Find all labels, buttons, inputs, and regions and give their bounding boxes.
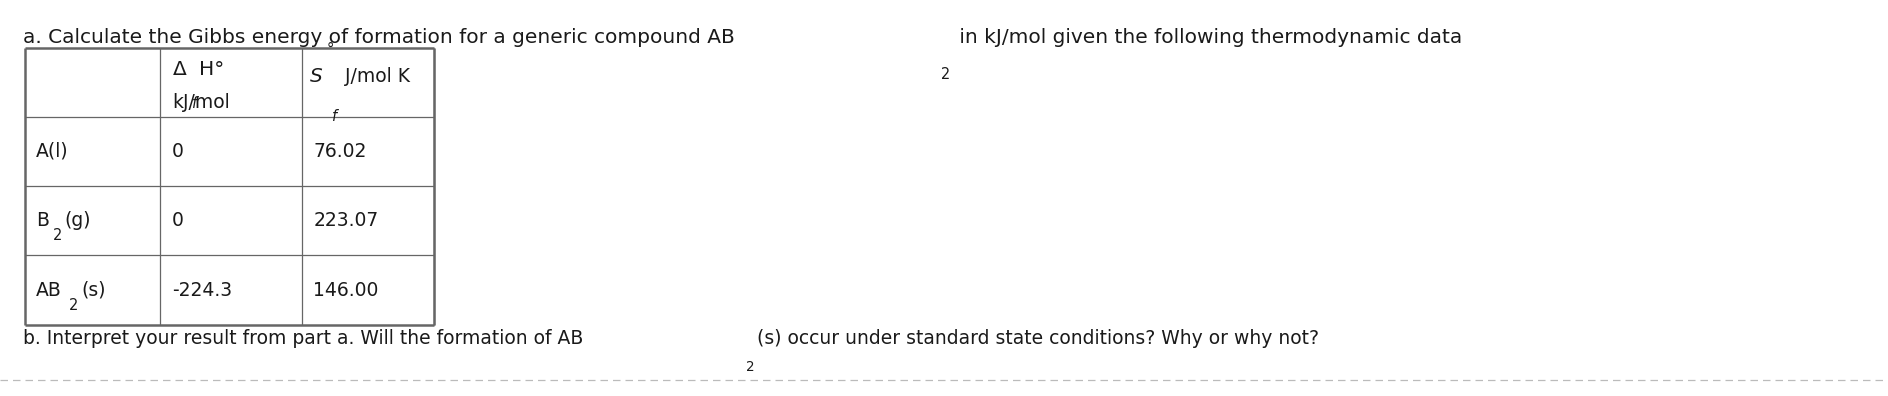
Text: 76.02: 76.02 <box>313 142 366 161</box>
Text: (s) occur under standard state conditions? Why or why not?: (s) occur under standard state condition… <box>757 329 1320 348</box>
Text: AB: AB <box>36 281 62 299</box>
Text: (s): (s) <box>81 281 106 299</box>
Text: 2: 2 <box>70 298 79 312</box>
Text: 2: 2 <box>940 67 950 82</box>
Text: J/mol K: J/mol K <box>338 67 410 86</box>
Text: 2: 2 <box>53 228 62 243</box>
Text: A(l): A(l) <box>36 142 68 161</box>
Text: f: f <box>332 109 338 124</box>
Text: (g): (g) <box>64 211 91 230</box>
Text: 223.07: 223.07 <box>313 211 379 230</box>
Text: 146.00: 146.00 <box>313 281 379 299</box>
Text: 0: 0 <box>172 211 183 230</box>
Text: B: B <box>36 211 49 230</box>
Text: -224.3: -224.3 <box>172 281 232 299</box>
Text: 2: 2 <box>746 360 755 374</box>
Text: 0: 0 <box>172 142 183 161</box>
Text: b. Interpret your result from part a. Will the formation of AB: b. Interpret your result from part a. Wi… <box>23 329 583 348</box>
Text: kJ/mol: kJ/mol <box>172 93 230 112</box>
Text: H°: H° <box>198 60 225 79</box>
Text: $\Delta$: $\Delta$ <box>172 60 187 79</box>
Text: a. Calculate the Gibbs energy of formation for a generic compound AB: a. Calculate the Gibbs energy of formati… <box>23 28 734 47</box>
Text: S: S <box>310 67 323 86</box>
Text: in kJ/mol given the following thermodynamic data: in kJ/mol given the following thermodyna… <box>953 28 1461 47</box>
Text: f: f <box>193 95 196 110</box>
Text: °: ° <box>327 42 334 56</box>
